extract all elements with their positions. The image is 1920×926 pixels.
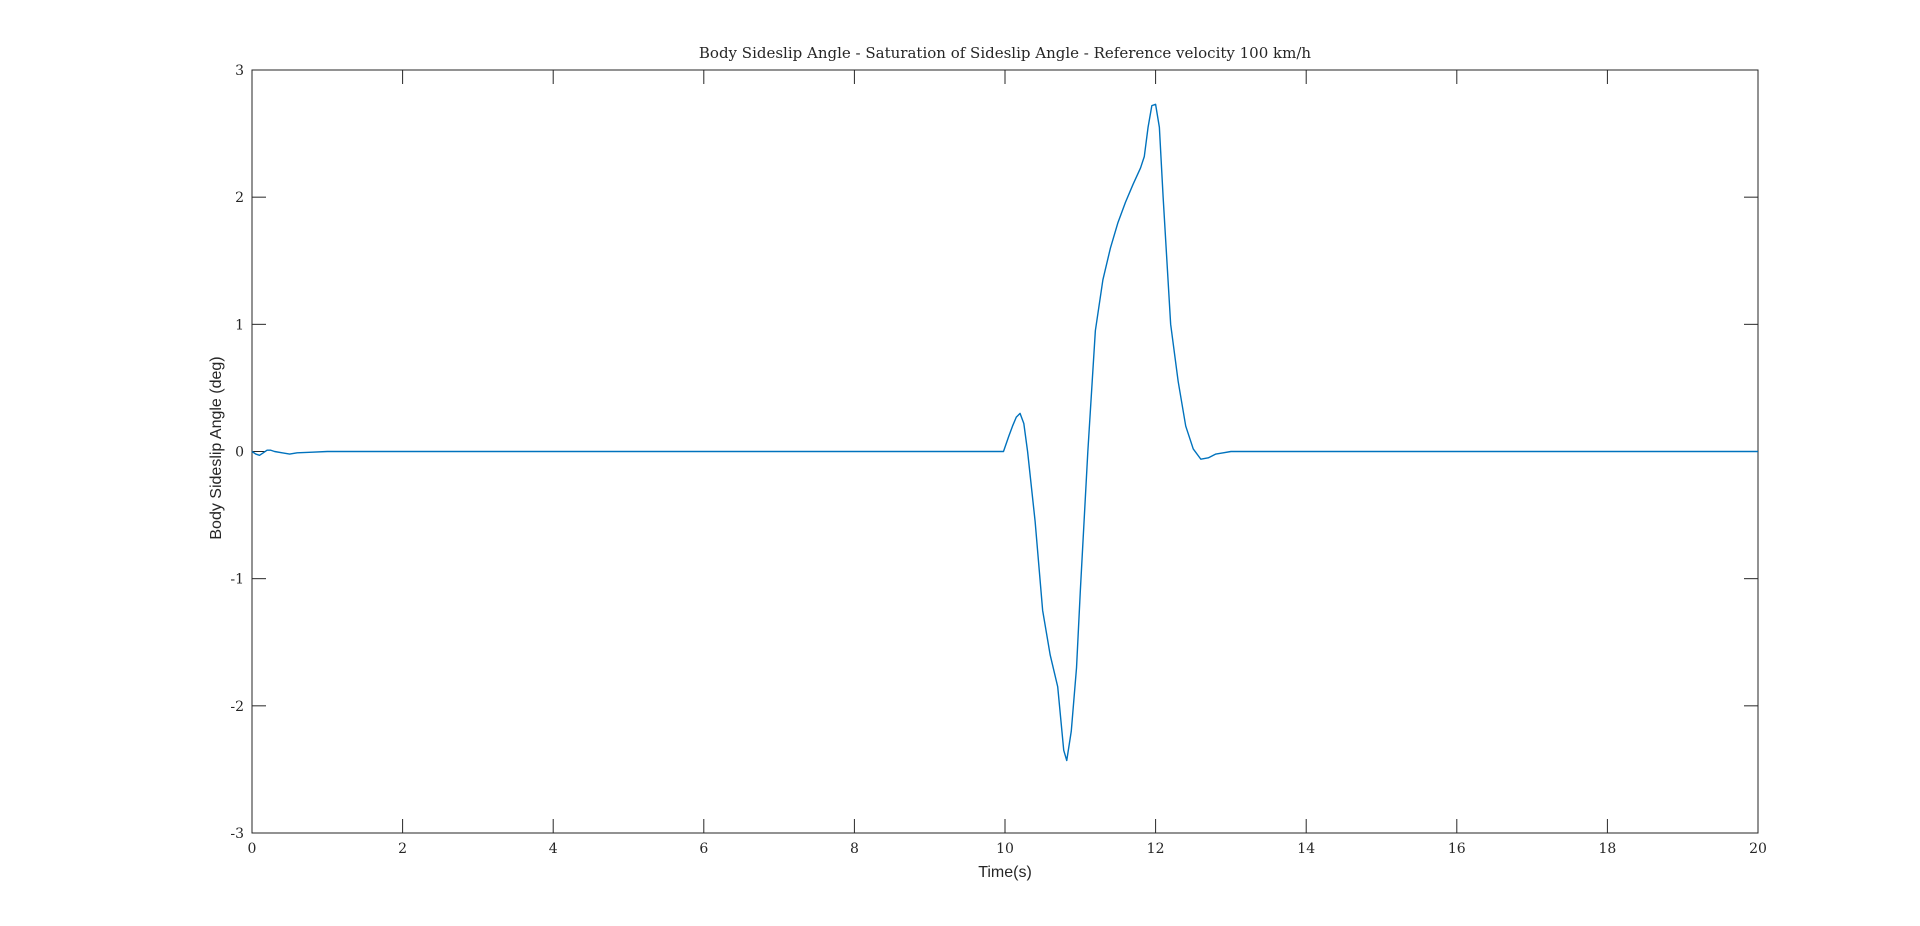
x-tick-label: 6 (699, 841, 708, 857)
x-tick-label: 4 (549, 841, 558, 857)
x-tick-label: 14 (1297, 841, 1315, 857)
chart-title: Body Sideslip Angle - Saturation of Side… (699, 44, 1311, 62)
x-tick-label: 0 (248, 841, 257, 857)
y-tick-label: 1 (235, 317, 244, 333)
y-tick-label: 0 (235, 445, 244, 461)
x-tick-label: 12 (1147, 841, 1165, 857)
x-tick-label: 2 (398, 841, 407, 857)
x-tick-label: 10 (996, 841, 1014, 857)
x-axis-label: Time(s) (978, 864, 1032, 881)
series-line (251, 103, 1758, 762)
y-tick-label: -2 (230, 699, 244, 715)
y-axis-ticks: -3 -2 -1 0 1 2 3 (230, 63, 1758, 842)
y-axis-label: Body Sideslip Angle (deg) (208, 356, 225, 539)
series-layer (251, 103, 1758, 762)
x-tick-label: 8 (850, 841, 859, 857)
y-tick-label: 2 (235, 190, 244, 206)
y-tick-label: -1 (230, 572, 244, 588)
x-tick-label: 16 (1448, 841, 1466, 857)
x-tick-label: 18 (1598, 841, 1616, 857)
x-axis-ticks: 0 2 4 6 8 10 12 14 16 18 20 (248, 70, 1767, 857)
y-tick-label: 3 (235, 63, 244, 79)
y-tick-label: -3 (230, 826, 244, 842)
x-tick-label: 20 (1749, 841, 1767, 857)
